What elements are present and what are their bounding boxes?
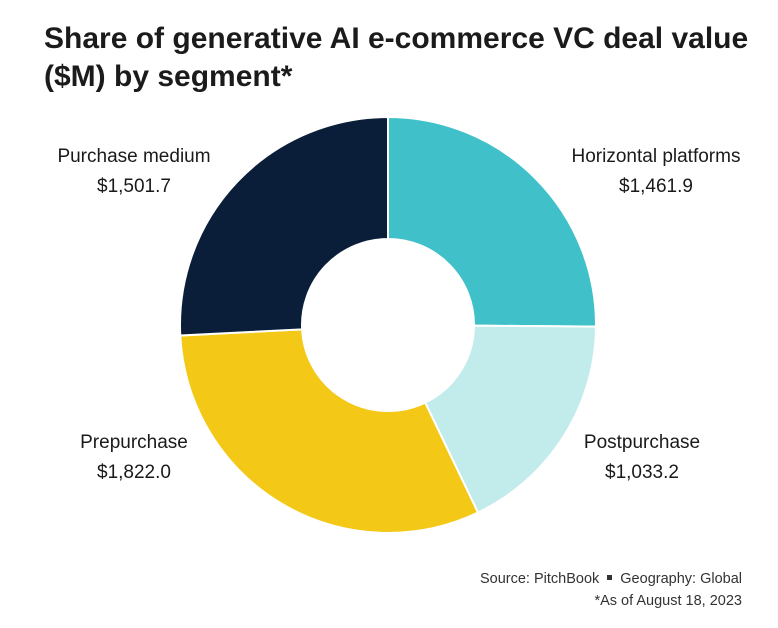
- slice-label-horizontal-platforms: Horizontal platforms: [572, 146, 741, 167]
- label-group: Horizontal platforms $1,461.9 Postpurchase…: [57, 146, 740, 483]
- slice-value-prepurchase: $1,822.0: [97, 462, 171, 483]
- slice-value-horizontal-platforms: $1,461.9: [619, 176, 693, 197]
- slice-group: [179, 115, 598, 534]
- source-text: Source: PitchBook: [479, 571, 600, 587]
- slice-value-purchase-medium: $1,501.7: [97, 176, 171, 197]
- chart-footer: Source: PitchBook Geography: Global *As o…: [480, 568, 742, 612]
- bullet-separator: [607, 575, 613, 580]
- source-line: Source: PitchBook Geography: Global: [480, 568, 742, 590]
- slice-label-prepurchase: Prepurchase: [80, 432, 188, 453]
- slice-label-purchase-medium: Purchase medium: [57, 146, 210, 167]
- slice-horizontal-platforms: [387, 115, 597, 328]
- slice-prepurchase: [179, 328, 480, 534]
- slice-purchase-medium: [179, 115, 389, 337]
- chart-title: Share of generative AI e-commerce VC dea…: [44, 22, 749, 93]
- footnote: *As of August 18, 2023: [594, 593, 742, 609]
- slice-postpurchase: [423, 324, 598, 514]
- slice-label-postpurchase: Postpurchase: [584, 432, 700, 453]
- slice-value-postpurchase: $1,033.2: [605, 462, 679, 483]
- geography-text: Geography: Global: [620, 571, 742, 587]
